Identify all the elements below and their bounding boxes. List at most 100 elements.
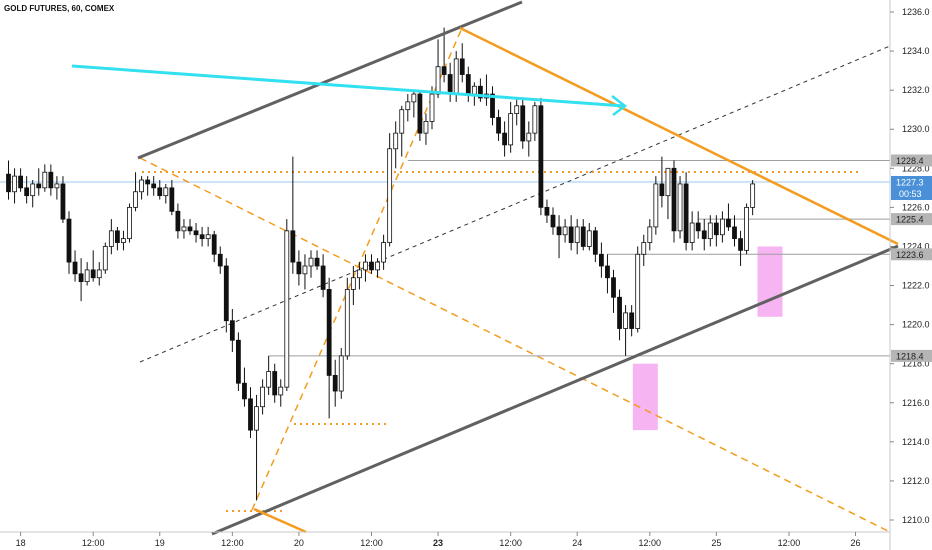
candle (738, 230, 743, 266)
candle-body (387, 148, 393, 243)
highlight-box (632, 363, 658, 431)
candle (514, 97, 520, 126)
candle-body (169, 187, 175, 212)
candle-body (344, 289, 350, 357)
candle (580, 219, 586, 251)
candle-body (284, 230, 290, 388)
candle-body (447, 74, 453, 95)
candle (744, 203, 749, 255)
time-tick-label: 24 (572, 538, 582, 548)
candle-body (580, 226, 586, 247)
candle (296, 250, 302, 286)
candle (24, 176, 30, 204)
candle (42, 164, 48, 192)
candle (157, 180, 163, 200)
candle-body (441, 66, 447, 75)
candle (629, 305, 635, 337)
orange-dashed-line (251, 27, 463, 511)
candle-body (671, 167, 677, 232)
candle (145, 176, 151, 196)
candle-body (272, 371, 278, 396)
candle-body (84, 269, 90, 283)
price-level-tag-label: 1228.4 (896, 156, 924, 166)
candle (12, 168, 17, 204)
candle (484, 74, 489, 106)
candle (659, 156, 665, 208)
candle-body (623, 312, 628, 329)
candle-body (290, 230, 296, 263)
candle-body (96, 269, 102, 279)
candle (60, 176, 66, 224)
candle (199, 226, 205, 247)
candle-body (477, 85, 483, 99)
candle (260, 379, 266, 415)
candle (538, 97, 544, 216)
candle (556, 215, 562, 259)
candle (248, 387, 253, 438)
price-tick-label: 1234.0 (902, 46, 930, 56)
candle-body (496, 117, 501, 134)
time-tick-label: 23 (433, 538, 443, 548)
candle (653, 176, 659, 235)
candle-body (641, 242, 647, 255)
candle-body (453, 58, 459, 95)
price-level-tag-label: 1225.4 (896, 215, 924, 225)
candle-body (526, 132, 532, 142)
candle (399, 105, 405, 157)
candle-body (223, 265, 229, 322)
candle (550, 207, 556, 235)
candle (308, 250, 314, 278)
candle (332, 359, 338, 407)
candle (121, 230, 126, 251)
candles (6, 27, 756, 501)
candle-body (532, 105, 538, 134)
candle-body (175, 210, 181, 232)
candle-body (411, 93, 417, 103)
candle (713, 215, 719, 247)
candle-body (568, 226, 574, 243)
candle (72, 250, 78, 282)
candle-body (6, 173, 11, 193)
candle (284, 219, 290, 392)
candle-body (713, 222, 719, 236)
price-level-tag (891, 349, 932, 362)
candle-body (726, 218, 731, 228)
candle (726, 203, 731, 231)
candle-body (659, 183, 665, 197)
candle-body (60, 183, 66, 220)
price-tick-label: 1216.0 (902, 398, 930, 408)
candle (532, 101, 538, 141)
candle (477, 78, 483, 102)
candle-body (665, 167, 671, 197)
candle-body (689, 222, 695, 243)
candle-body (314, 257, 320, 267)
candle (441, 27, 447, 83)
candle-body (459, 58, 465, 75)
candle (223, 258, 229, 333)
horizontal-levels (268, 159, 890, 357)
candle-body (211, 234, 217, 255)
candle-body (139, 179, 145, 193)
candle-body (302, 265, 308, 275)
candle (90, 250, 96, 282)
candle (568, 215, 574, 251)
candle (115, 226, 120, 251)
candle-body (556, 226, 562, 236)
price-axis[interactable]: 1210.0 1212.0 1214.0 1216.0 1218.0 1220.0 1222… (889, 0, 932, 550)
candle (272, 363, 278, 403)
candle-body (193, 230, 199, 236)
candle (647, 219, 653, 251)
candle (193, 223, 199, 243)
candle-body (544, 206, 550, 216)
candle (423, 113, 429, 145)
candle-body (187, 226, 193, 232)
candle (205, 226, 211, 247)
candle-body (127, 206, 132, 240)
time-axis[interactable]: 18 12:00 19 12:00 20 12:00 23 12:00 24 12:00 25 12:… (0, 531, 890, 548)
channel-upper-line (137, 0, 523, 160)
time-tick-label: 20 (294, 538, 304, 548)
candle-body (393, 132, 399, 150)
candle-body (744, 206, 749, 251)
